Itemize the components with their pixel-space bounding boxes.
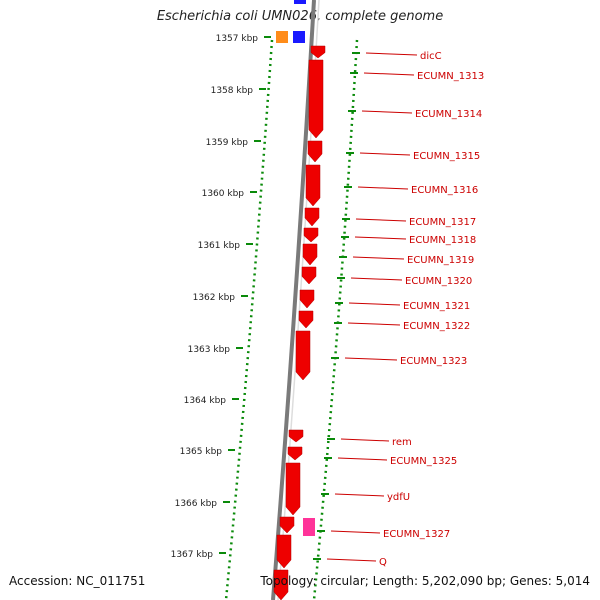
gene-leader-line: [350, 277, 403, 281]
ruler-tick-label: 1362 kbp: [193, 293, 236, 303]
gene-arrow: [301, 266, 317, 285]
gene-leader-line: [361, 110, 413, 114]
ruler-tick-label: 1360 kbp: [202, 189, 245, 199]
orange-feature-marker: [276, 31, 288, 43]
gene-leader-line: [337, 457, 388, 461]
pink-feature-marker: [303, 518, 315, 536]
gene-leader-line: [340, 438, 390, 442]
gene-label: dicC: [420, 51, 442, 62]
gene-leader-line: [344, 357, 398, 361]
gene-label: ECUMN_1317: [409, 217, 476, 228]
ruler-tick-label: 1363 kbp: [188, 345, 231, 355]
gene-leader-line: [357, 186, 409, 190]
gene-leader-line: [359, 152, 411, 156]
gene-leader-line: [326, 558, 377, 562]
gene-label: ECUMN_1316: [411, 185, 478, 196]
ruler-arc: [224, 39, 274, 600]
genome-summary: Topology: circular; Length: 5,202,090 bp…: [260, 574, 590, 588]
gene-leader-line: [352, 256, 405, 260]
gene-arrow: [285, 462, 301, 516]
gene-arrow: [304, 207, 320, 227]
gene-leader-line: [334, 493, 385, 497]
gene-leader-line: [330, 530, 381, 534]
gene-arrow: [295, 330, 311, 381]
gene-label: Q: [379, 557, 387, 568]
gene-leader-line: [347, 322, 401, 326]
gene-label: ECUMN_1319: [407, 255, 474, 266]
gene-label: ECUMN_1321: [403, 301, 470, 312]
gene-label: ECUMN_1322: [403, 321, 470, 332]
genome-title: Escherichia coli UMN026, complete genome: [156, 9, 444, 24]
gene-arrow: [298, 310, 314, 329]
ruler-tick-label: 1358 kbp: [211, 86, 254, 96]
gene-arrow: [299, 289, 315, 309]
gene-label: ECUMN_1323: [400, 356, 467, 367]
gene-leader-line: [365, 52, 418, 56]
blue-feature-marker: [293, 31, 305, 43]
gene-arrow: [279, 516, 295, 534]
ruler-tick-label: 1361 kbp: [198, 241, 241, 251]
gene-label: ydfU: [387, 492, 410, 503]
gene-arrow: [276, 534, 292, 569]
gene-leader-line: [354, 236, 407, 240]
gene-arrow: [307, 140, 323, 163]
gene-arrow: [303, 227, 319, 243]
ruler-tick-label: 1359 kbp: [206, 138, 249, 148]
gene-leader-line: [355, 218, 407, 222]
gene-label: rem: [392, 437, 412, 448]
ruler-tick-label: 1357 kbp: [216, 34, 259, 44]
ruler-tick-label: 1366 kbp: [175, 499, 218, 509]
gene-label: ECUMN_1315: [413, 151, 480, 162]
gene-leader-line: [363, 72, 415, 76]
gene-label: ECUMN_1325: [390, 456, 457, 467]
gene-label: ECUMN_1327: [383, 529, 450, 540]
gene-arrow: [308, 59, 324, 139]
accession-text: Accession: NC_011751: [9, 574, 146, 588]
gene-arrow: [273, 569, 289, 600]
gene-label: ECUMN_1313: [417, 71, 484, 82]
gene-leader-line: [348, 302, 401, 306]
ruler-tick-label: 1364 kbp: [184, 396, 227, 406]
gene-arrow: [302, 243, 318, 266]
gene-label: ECUMN_1318: [409, 235, 476, 246]
ruler-tick-label: 1367 kbp: [171, 550, 214, 560]
gene-arrow: [310, 45, 326, 59]
ruler-tick-label: 1365 kbp: [180, 447, 223, 457]
top-feature-marker: [294, 0, 306, 4]
gene-label: ECUMN_1314: [415, 109, 482, 120]
gene-arrow: [288, 429, 304, 443]
gene-arrow: [287, 446, 303, 461]
gene-label: ECUMN_1320: [405, 276, 472, 287]
gene-arrow: [305, 164, 321, 207]
